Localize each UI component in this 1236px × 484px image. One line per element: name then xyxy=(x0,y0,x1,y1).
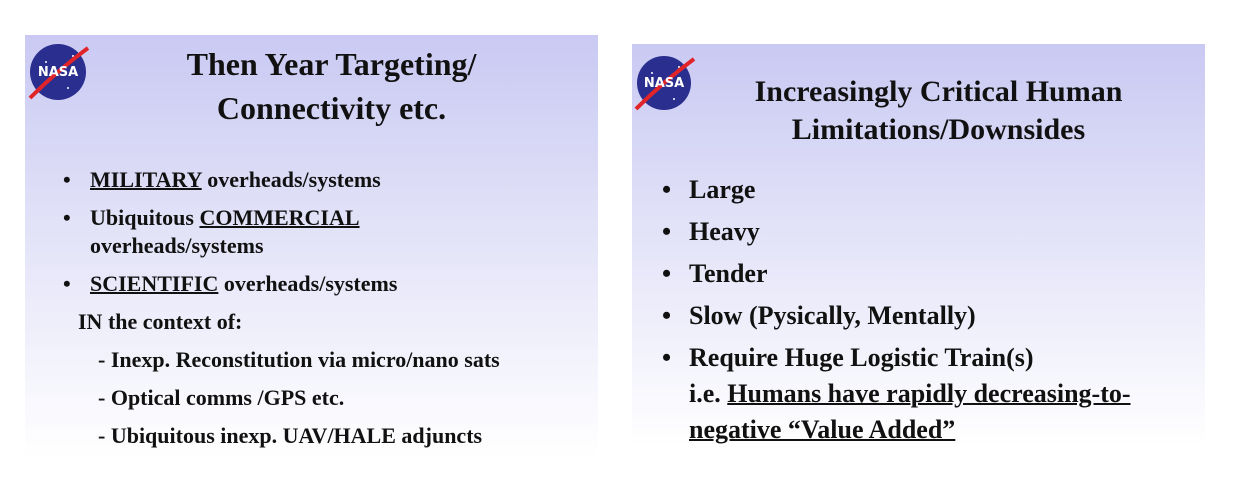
text-line: Heavy xyxy=(689,214,1205,250)
text-line: Tender xyxy=(689,256,1205,292)
item-list: MILITARY overheads/systemsUbiquitous COM… xyxy=(25,166,598,450)
text: IN the context of: xyxy=(78,309,243,334)
bullet-item: MILITARY overheads/systems xyxy=(25,166,598,194)
bullet-item: Large xyxy=(632,172,1205,208)
text: Slow (Pysically, Mentally) xyxy=(689,301,976,330)
bullet-item: Tender xyxy=(632,256,1205,292)
text-line: Slow (Pysically, Mentally) xyxy=(689,298,1205,334)
slide-title: Then Year Targeting/Connectivity etc. xyxy=(25,35,598,130)
slide: NASA Then Year Targeting/Connectivity et… xyxy=(25,35,598,458)
text: Ubiquitous xyxy=(90,205,200,230)
nasa-logo: NASA xyxy=(634,56,696,111)
text: overheads/systems xyxy=(218,271,398,296)
title-line: Increasingly Critical Human xyxy=(754,75,1123,108)
text-line: Large xyxy=(689,172,1205,208)
bullet-item: Require Huge Logistic Train(s) i.e. Human… xyxy=(632,340,1205,447)
title-line: Connectivity etc. xyxy=(216,90,447,126)
sub-item: - Inexp. Reconstitution via micro/nano s… xyxy=(25,346,598,374)
text-line: - Inexp. Reconstitution via micro/nano s… xyxy=(98,346,598,374)
underlined-text: SCIENTIFIC xyxy=(90,271,219,296)
text: overheads/systems xyxy=(201,167,381,192)
underlined-text: Humans have rapidly decreasing-to- xyxy=(727,379,1131,408)
underlined-text: negative “Value Added” xyxy=(689,415,956,444)
bullet-item: Slow (Pysically, Mentally) xyxy=(632,298,1205,334)
text-line: - Ubiquitous inexp. UAV/HALE adjuncts xyxy=(98,422,598,450)
text-line: - Optical comms /GPS etc. xyxy=(98,384,598,412)
title-line: Then Year Targeting/ xyxy=(186,46,477,82)
title-line: Limitations/Downsides xyxy=(791,113,1086,146)
text-line: SCIENTIFIC overheads/systems xyxy=(90,270,598,298)
text-line: Ubiquitous COMMERCIAL xyxy=(90,204,598,232)
text: - Ubiquitous inexp. UAV/HALE adjuncts xyxy=(98,423,483,448)
bullet-item: Heavy xyxy=(632,214,1205,250)
text-line: overheads/systems xyxy=(90,232,598,260)
text: - Optical comms /GPS etc. xyxy=(98,385,345,410)
underlined-text: COMMERCIAL xyxy=(199,205,360,230)
text-line: i.e. Humans have rapidly decreasing-to- xyxy=(689,376,1205,412)
sub-item: - Optical comms /GPS etc. xyxy=(25,384,598,412)
text: Require Huge Logistic Train(s) xyxy=(689,343,1034,372)
text: Large xyxy=(689,175,756,204)
slide: NASA Increasingly Critical Human Limitati… xyxy=(632,44,1205,447)
text-line: negative “Value Added” xyxy=(689,412,1205,447)
item-list: Large Heavy Tender Slow (Pysically, Mentall… xyxy=(632,172,1205,447)
text-line: MILITARY overheads/systems xyxy=(90,166,598,194)
logo-text: NASA xyxy=(38,65,78,80)
text: - Inexp. Reconstitution via micro/nano s… xyxy=(98,347,500,372)
nasa-logo: NASA xyxy=(28,44,90,100)
slide-title: Increasingly Critical Human Limitations/D… xyxy=(632,44,1205,149)
logo-text: NASA xyxy=(644,76,684,91)
text: Heavy xyxy=(689,217,760,246)
text: i.e. xyxy=(689,379,728,408)
bullet-item: SCIENTIFIC overheads/systems xyxy=(25,270,598,298)
text-line: Require Huge Logistic Train(s) xyxy=(689,340,1205,376)
text: overheads/systems xyxy=(90,233,264,258)
sub-item: - Ubiquitous inexp. UAV/HALE adjuncts xyxy=(25,422,598,450)
text: Tender xyxy=(689,259,768,288)
plain-item: IN the context of: xyxy=(25,308,598,336)
underlined-text: MILITARY xyxy=(90,167,202,192)
text-line: IN the context of: xyxy=(78,308,598,336)
